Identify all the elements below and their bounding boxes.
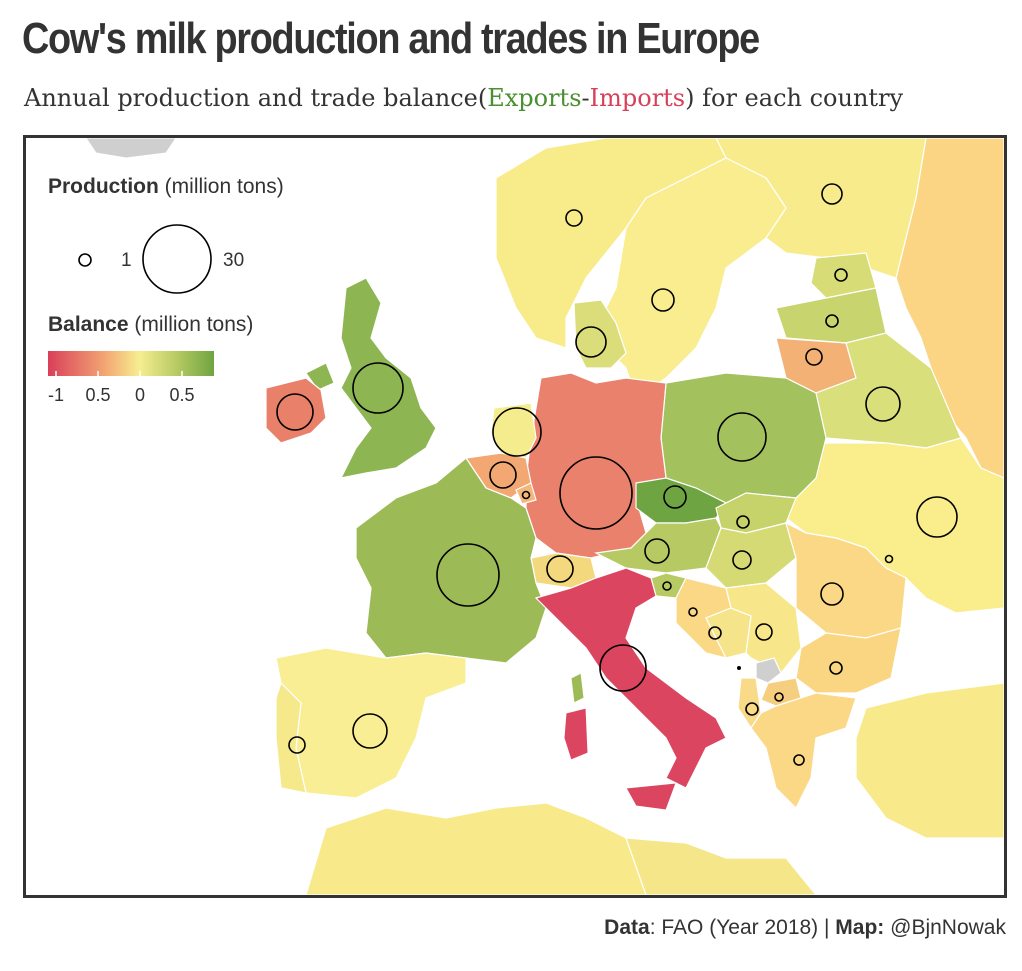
subtitle-imports: Imports (589, 84, 686, 112)
production-circle-austria (644, 538, 670, 564)
production-circle-greece (793, 754, 805, 766)
production-circle-ireland (276, 393, 314, 431)
legend-balance-rest: (million tons) (129, 313, 254, 336)
production-circle-portugal (288, 736, 306, 754)
country-italy (534, 567, 727, 789)
legend-balance-title: Balance (million tons) (48, 313, 253, 336)
production-circle-france (436, 543, 500, 607)
legend-balance-tick-3: 0.5 (169, 385, 194, 405)
production-circle-bosnia (688, 607, 698, 617)
legend-size-large-circle (142, 224, 212, 294)
legend-production-title: Production (million tons) (48, 175, 284, 198)
production-circle-finland (821, 183, 843, 205)
legend-balance-tick-0: -1 (48, 385, 64, 405)
production-circle-czechia (663, 485, 687, 509)
country-romania (785, 521, 907, 639)
legend-size-small-label: 1 (121, 250, 132, 271)
production-circle-spain (352, 713, 388, 749)
production-circle-germany (559, 456, 633, 530)
production-circle-lithuania (805, 348, 823, 366)
production-circle-romania (820, 582, 844, 606)
country-corsica (570, 672, 585, 704)
caption-map-text: @BjnNowak (884, 916, 1006, 939)
production-circle-italy (599, 644, 647, 692)
country-ireland (265, 377, 327, 444)
caption-data-label: Data (604, 916, 650, 939)
country-sicily (625, 782, 677, 811)
subtitle-dash: - (581, 84, 590, 112)
production-circle-poland (717, 412, 767, 462)
country-turkey (855, 682, 1004, 839)
production-circle-albania (745, 702, 759, 716)
country-sardinia (563, 707, 589, 761)
production-circle-switzerland (546, 555, 574, 583)
country-kosovo (755, 657, 782, 684)
country-bulgaria (795, 627, 902, 694)
legend-balance-tick-2: 0 (135, 385, 145, 405)
production-circle-north-macedonia (774, 692, 784, 702)
subtitle-suffix: ) for each country (685, 84, 904, 112)
production-circle-slovenia (662, 581, 672, 591)
production-circle-ukraine (916, 496, 958, 538)
production-circle-norway (565, 209, 583, 227)
production-circle-belarus (865, 386, 901, 422)
country-austria (594, 517, 722, 574)
map-frame: Production (million tons) 1 30 Balance (… (23, 135, 1007, 898)
production-circle-uk (352, 362, 404, 414)
country-denmark (573, 299, 627, 369)
country-ukraine (785, 437, 1004, 614)
legend-balance-bold: Balance (48, 313, 129, 336)
country-portugal (275, 681, 307, 794)
country-germany (525, 372, 667, 559)
country-serbia (725, 582, 802, 674)
legend: Production (million tons) 1 30 Balance (… (48, 175, 284, 405)
legend-production-bold: Production (48, 175, 159, 198)
country-luxembourg (515, 482, 537, 505)
subtitle-prefix: Annual production and trade balance( (24, 84, 488, 112)
country-france (355, 457, 547, 664)
legend-size-small-circle (78, 253, 92, 267)
country-hungary (705, 522, 797, 589)
subtitle-exports: Exports (487, 84, 582, 112)
production-circle-latvia (825, 314, 839, 328)
production-circle-sweden (651, 288, 675, 312)
caption-data-text: : FAO (Year 2018) | (649, 916, 836, 939)
country-libya (625, 837, 817, 895)
production-circle-croatia (708, 626, 722, 640)
production-circle-montenegro (736, 665, 741, 670)
country-spain (275, 647, 467, 799)
legend-balance-tick-1: 0.5 (85, 385, 110, 405)
caption-map-label: Map: (835, 916, 885, 939)
country-greece (750, 692, 857, 810)
production-circle-denmark (575, 326, 607, 358)
production-circle-estonia (834, 268, 848, 282)
production-circle-moldova (884, 554, 894, 564)
production-circle-serbia (755, 623, 773, 641)
country-north-africa (305, 802, 647, 895)
legend-production-rest: (million tons) (159, 175, 284, 198)
country-poland (660, 372, 827, 504)
production-circles (276, 183, 958, 766)
europe-map (85, 138, 1004, 895)
country-united-kingdom (339, 277, 437, 479)
production-circle-belgium (489, 461, 517, 489)
production-circle-luxembourg (521, 490, 531, 500)
production-circle-netherlands (492, 407, 542, 457)
map-subtitle: Annual production and trade balance(Expo… (24, 84, 903, 112)
legend-size-large-label: 30 (223, 250, 244, 271)
map-caption: Data: FAO (Year 2018) | Map: @BjnNowak (604, 916, 1006, 940)
production-circle-bulgaria (829, 661, 843, 675)
country-iceland (85, 138, 177, 159)
production-circle-hungary (732, 550, 752, 570)
production-circle-slovakia (736, 515, 750, 529)
map-title: Cow's milk production and trades in Euro… (22, 14, 760, 63)
legend-balance-colorbar (48, 351, 214, 376)
